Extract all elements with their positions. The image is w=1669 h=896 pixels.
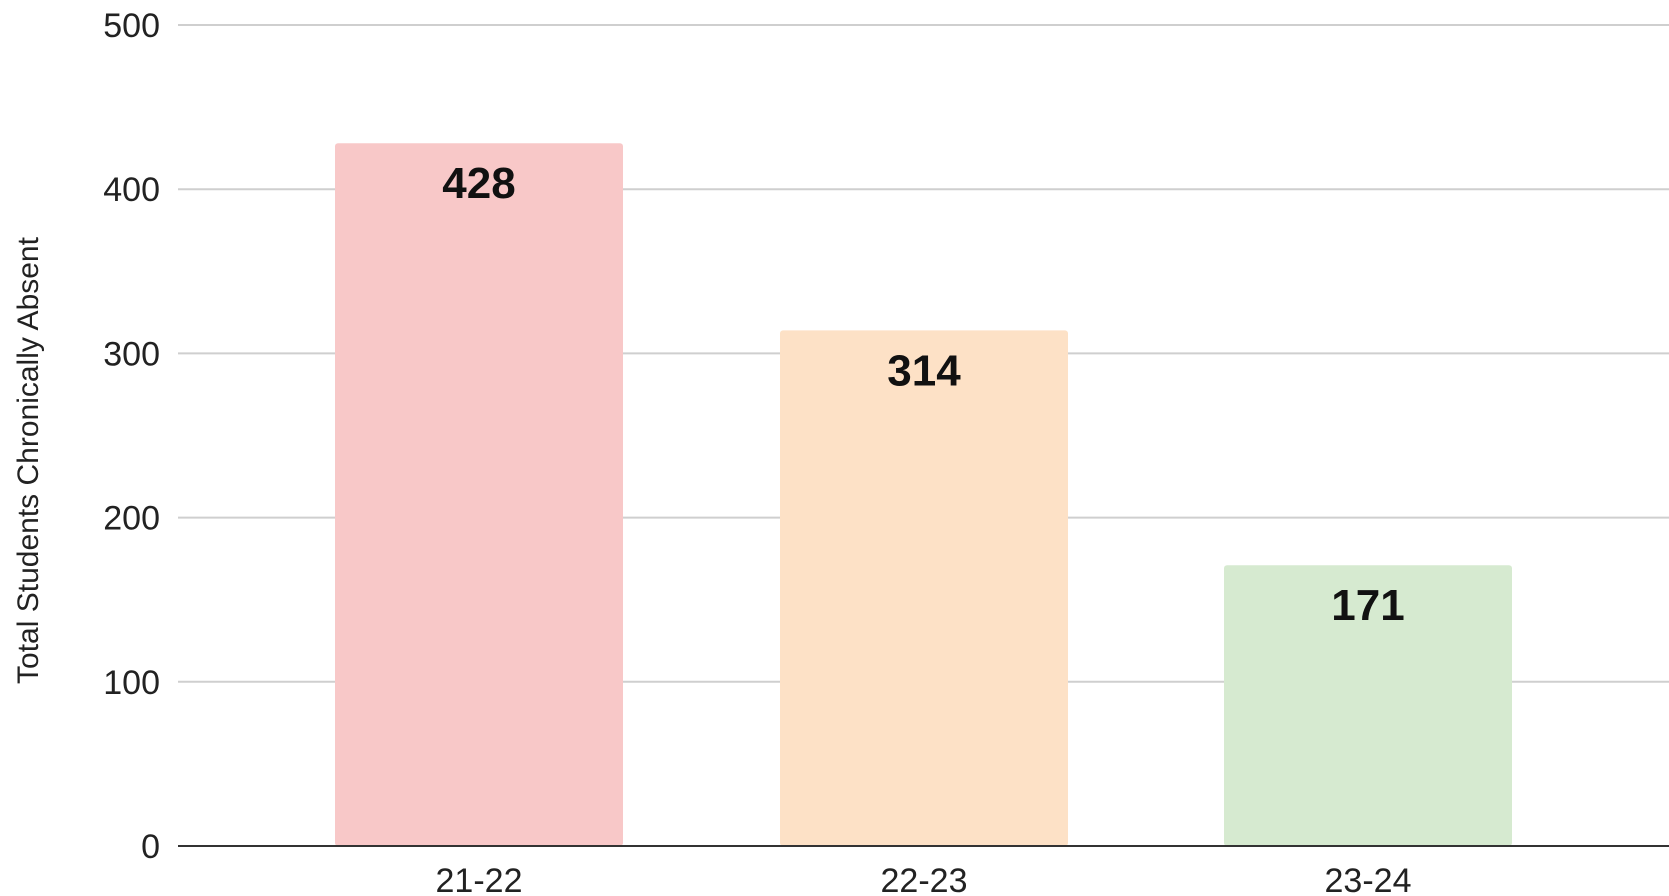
y-axis-title: Total Students Chronically Absent (12, 236, 45, 684)
data-labels: 428 314 171 (442, 159, 1404, 630)
y-tick-label: 500 (103, 7, 160, 45)
bar-23-24 (1224, 565, 1512, 846)
y-tick-labels: 0 100 200 300 400 500 (103, 7, 160, 866)
y-tick-label: 100 (103, 664, 160, 702)
bar-value-label: 314 (887, 346, 961, 395)
bar-21-22 (335, 143, 623, 846)
y-tick-label: 0 (141, 828, 160, 866)
x-tick-label: 23-24 (1325, 862, 1412, 896)
y-tick-label: 400 (103, 171, 160, 209)
bar-22-23 (780, 330, 1068, 846)
y-tick-label: 300 (103, 335, 160, 373)
y-tick-label: 200 (103, 500, 160, 538)
x-tick-label: 21-22 (436, 862, 523, 896)
bar-value-label: 171 (1331, 581, 1404, 630)
x-tick-label: 22-23 (881, 862, 968, 896)
bar-value-label: 428 (442, 159, 515, 208)
x-tick-labels: 21-22 22-23 23-24 (436, 862, 1412, 896)
bars (335, 143, 1512, 846)
